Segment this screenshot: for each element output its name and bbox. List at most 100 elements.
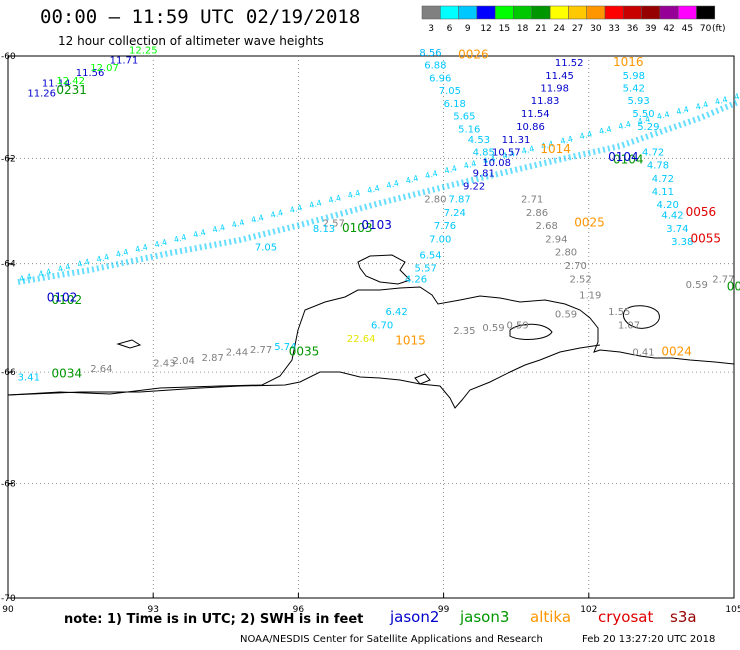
- track-value-glyph: 4.4: [501, 149, 516, 161]
- track-value-glyph: 4.4: [366, 184, 381, 196]
- swh-value: 6.96: [429, 73, 451, 84]
- legend-swatch-label: 9: [465, 24, 471, 34]
- latitude-label: -70: [1, 594, 16, 604]
- longitude-label: 93: [147, 605, 158, 615]
- swh-value: 7.05: [255, 242, 277, 253]
- track-value-glyph: 4.4: [540, 139, 555, 151]
- swh-value: 9.81: [473, 169, 495, 180]
- pass-time-label: 0034: [52, 367, 83, 381]
- lake-outline: [509, 323, 553, 340]
- track-value-glyph: 4.4: [463, 159, 478, 171]
- pass-time-label: 0025: [574, 215, 605, 229]
- track-value-glyph: 4.4: [617, 120, 632, 132]
- swh-value: 12.07: [90, 63, 119, 74]
- island-outline: [357, 254, 411, 285]
- coastline-north: [7, 286, 735, 396]
- track-value-glyph: 4.4: [579, 129, 594, 141]
- satellite-legend-item: jason3: [460, 608, 510, 626]
- legend-swatch: [659, 5, 679, 20]
- swh-value: 11.83: [531, 96, 560, 107]
- legend-swatch: [549, 5, 569, 20]
- swh-value: 4.72: [642, 148, 664, 159]
- swh-value: 5.98: [623, 71, 645, 82]
- legend-swatch: [677, 5, 697, 20]
- track-value-glyph: 4.4: [385, 179, 400, 191]
- swh-value: 7.76: [434, 221, 456, 232]
- swh-value: 7.05: [439, 86, 461, 97]
- swh-value: 2.04: [173, 356, 195, 367]
- swh-value: 7.00: [429, 234, 451, 245]
- legend-swatch: [586, 5, 606, 20]
- swh-value: 2.71: [521, 195, 543, 206]
- swh-value: 2.52: [569, 274, 591, 285]
- legend-swatch-label: 45: [682, 24, 693, 34]
- swh-value: 11.45: [545, 71, 574, 82]
- swh-value: 4.85: [473, 148, 495, 159]
- swh-value: 4.53: [468, 135, 490, 146]
- track-value-glyph: 4.4: [96, 252, 111, 264]
- swh-value: 11.14: [42, 78, 71, 89]
- pass-time-label: 0103: [361, 218, 392, 232]
- lat-lon-grid: [8, 56, 734, 598]
- swh-value: 2.57: [323, 218, 345, 229]
- swh-value: 6.42: [386, 307, 408, 318]
- pass-time-label: 0104: [613, 153, 644, 167]
- latitude-tick-labels: -60 -62 -64 -66 -68 -70: [1, 52, 16, 604]
- legend-swatch-label: 15: [499, 24, 510, 34]
- latitude-label: -60: [1, 52, 16, 62]
- swh-value: 1.19: [579, 291, 601, 302]
- swh-value: 12.25: [129, 45, 158, 56]
- track-value-glyph: 4.4: [289, 203, 304, 215]
- legend-swatch: [421, 5, 441, 20]
- swh-value: 4.26: [405, 274, 427, 285]
- pass-time-label: 0026: [458, 48, 489, 62]
- longitude-tick-labels: 90 93 96 99 102 105: [2, 593, 740, 615]
- swh-value: 0.59: [482, 323, 504, 334]
- swh-value: 11.54: [521, 109, 550, 120]
- swh-value: 1.55: [608, 307, 630, 318]
- swh-value: 4.11: [652, 187, 674, 198]
- small-island: [116, 339, 142, 349]
- swh-value: 5.57: [415, 264, 437, 275]
- track-value-glyph: 4.4: [154, 238, 169, 250]
- swh-value: 0.59: [507, 320, 529, 331]
- longitude-label: 96: [293, 605, 305, 615]
- swh-value: 9.22: [463, 182, 485, 193]
- legend-swatch: [458, 5, 478, 20]
- swh-value: 5.93: [628, 96, 650, 107]
- satellite-legend-item: jason2: [390, 608, 440, 626]
- legend-swatch: [641, 5, 661, 20]
- swh-value: 2.80: [555, 248, 577, 259]
- legend-swatch-label: 18: [517, 24, 529, 34]
- legend-swatch-label: 36: [627, 24, 639, 34]
- pass-time-label: 0102: [52, 293, 83, 307]
- satellite-legend-item: altika: [530, 608, 572, 626]
- swh-value: 10.86: [516, 122, 545, 133]
- pass-time-label: 1014: [540, 142, 571, 156]
- track-value-glyph: 4.4: [308, 198, 323, 210]
- swh-value: 0.41: [632, 348, 654, 359]
- legend-swatch: [440, 5, 459, 20]
- legend-swatch-label: 3: [428, 24, 434, 34]
- swh-value: 11.52: [555, 58, 584, 69]
- swh-value: 3.41: [18, 372, 40, 383]
- pass-time-label: 0103: [342, 221, 373, 235]
- track-value-glyph: 4.4: [695, 100, 710, 112]
- pass-time-label: 0231: [56, 83, 87, 97]
- swh-value: 0.59: [555, 310, 577, 321]
- pass-time-label: 00: [727, 280, 740, 294]
- track-value-glyph: 4.4: [559, 134, 574, 146]
- swh-value: 2.35: [453, 326, 475, 337]
- swh-value: 12.42: [56, 76, 85, 87]
- legend-swatch: [696, 5, 716, 20]
- track-value-glyph: 4.4: [115, 248, 130, 260]
- satellite-ground-tracks: 4.4 4.4 4.4 4.4 4.4 4.4 4.4 4.4 4.4 4.4 4.4 4.4 4.4 4…: [17, 90, 740, 285]
- generated-timestamp: Feb 20 13:27:20 UTC 2018: [582, 634, 716, 645]
- legend-swatch: [623, 5, 642, 20]
- credit-line: NOAA/NESDIS Center for Satellite Applica…: [240, 634, 543, 645]
- swh-value: 2.86: [526, 208, 548, 219]
- legend-swatch: [513, 5, 533, 20]
- track-value-glyph: 4.4: [57, 262, 72, 274]
- swh-value: 5.42: [623, 83, 645, 94]
